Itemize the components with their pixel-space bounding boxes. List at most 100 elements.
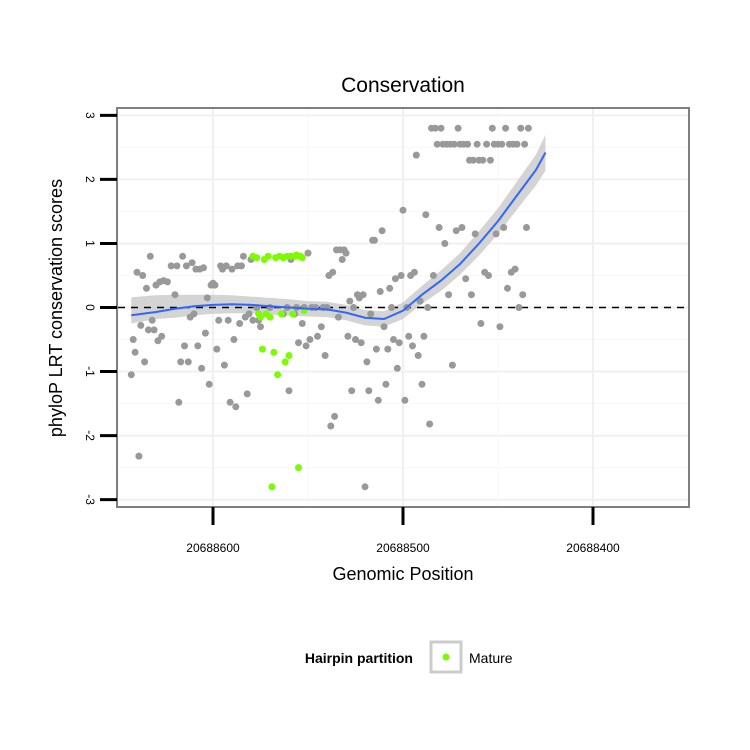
point-mature <box>281 358 289 366</box>
point <box>220 361 228 369</box>
point <box>437 124 445 132</box>
point-mature <box>277 310 285 318</box>
point <box>523 224 530 231</box>
y-tick-label: 0 <box>83 304 97 311</box>
point <box>500 224 508 231</box>
point <box>371 236 378 244</box>
point <box>363 358 371 366</box>
point <box>129 336 137 343</box>
point <box>397 272 405 279</box>
point <box>445 291 453 299</box>
point <box>357 339 365 347</box>
point <box>304 249 312 257</box>
point <box>409 342 416 350</box>
point <box>317 323 325 331</box>
point <box>454 124 462 132</box>
point <box>376 288 384 295</box>
point <box>448 361 456 369</box>
point <box>146 252 154 260</box>
chart-title: Conservation <box>341 74 465 97</box>
point <box>139 272 147 279</box>
point <box>424 304 432 311</box>
point <box>390 336 397 343</box>
x-tick-label: 20688500 <box>376 541 430 555</box>
point <box>200 264 207 272</box>
point <box>181 342 188 350</box>
point <box>410 268 418 276</box>
point <box>298 320 306 327</box>
point <box>388 304 396 311</box>
point <box>131 348 139 356</box>
point <box>395 339 403 347</box>
y-tick-label: -1 <box>83 366 97 377</box>
point <box>167 262 175 270</box>
point <box>348 387 356 395</box>
point <box>306 336 314 343</box>
point <box>342 249 350 257</box>
point <box>188 259 196 267</box>
y-axis-title: phyloP LRT conservation scores <box>46 179 66 437</box>
point <box>226 398 234 406</box>
point <box>239 252 247 260</box>
point <box>327 422 335 430</box>
y-tick-label: 2 <box>83 176 97 183</box>
point <box>372 345 380 353</box>
point-mature <box>289 310 297 318</box>
point <box>163 278 171 286</box>
point <box>171 291 179 299</box>
point <box>441 240 449 247</box>
x-axis-title: Genomic Position <box>332 564 473 584</box>
point <box>418 380 426 388</box>
point <box>334 313 342 321</box>
point <box>215 316 223 324</box>
point <box>179 252 187 260</box>
point <box>502 124 510 132</box>
point <box>380 323 388 331</box>
point-mature <box>266 313 274 321</box>
point <box>517 124 525 132</box>
point <box>521 140 529 148</box>
point <box>177 358 185 366</box>
point <box>133 268 141 276</box>
point <box>431 124 439 132</box>
point <box>329 268 337 276</box>
point <box>414 352 422 359</box>
point <box>173 262 181 270</box>
point-mature <box>264 252 272 260</box>
point <box>422 211 430 219</box>
point <box>367 310 375 318</box>
point <box>224 316 232 324</box>
y-tick-label: -2 <box>83 430 97 441</box>
point-mature <box>268 483 276 491</box>
point <box>232 403 240 411</box>
point <box>458 224 466 231</box>
point <box>450 140 458 148</box>
point <box>135 452 143 460</box>
point-mature <box>295 464 302 472</box>
point <box>213 345 221 353</box>
point <box>257 323 264 331</box>
point <box>471 230 479 238</box>
point <box>433 140 441 148</box>
point <box>464 140 472 148</box>
point <box>352 336 359 343</box>
point <box>143 284 150 292</box>
point <box>245 310 253 318</box>
point <box>477 320 485 327</box>
y-tick-label: 3 <box>83 112 97 119</box>
point <box>496 323 504 331</box>
point <box>141 358 149 366</box>
point <box>344 332 352 340</box>
point <box>386 284 394 292</box>
point <box>498 140 506 148</box>
point <box>175 398 183 406</box>
y-tick-label: -3 <box>83 494 97 505</box>
point <box>127 371 135 379</box>
x-axis: 20688600 20688500 20688400 <box>186 507 620 555</box>
point <box>479 156 487 164</box>
point-mature <box>270 348 278 356</box>
point <box>382 380 390 388</box>
point <box>469 156 477 164</box>
point <box>205 380 213 388</box>
point <box>236 320 244 327</box>
